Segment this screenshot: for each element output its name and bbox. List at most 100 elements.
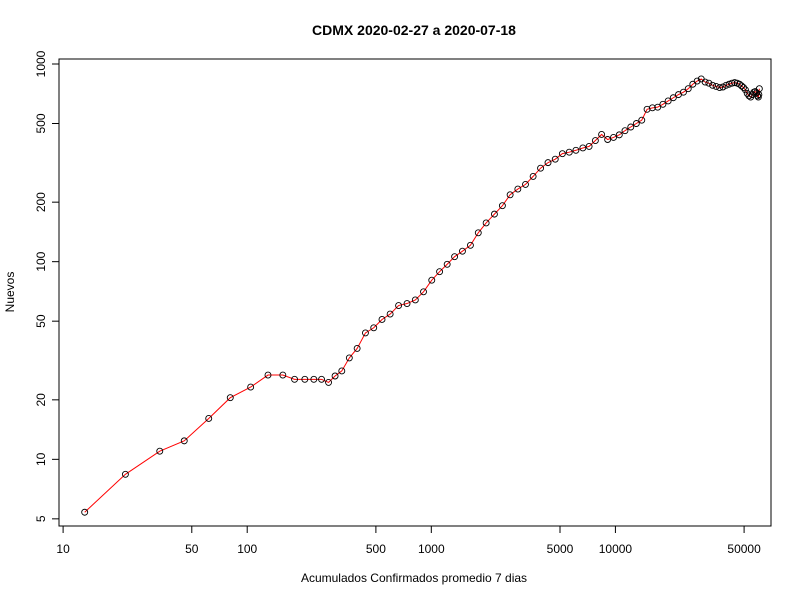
data-point [459, 247, 466, 255]
data-point [451, 253, 459, 261]
data-point [482, 219, 490, 227]
data-point [378, 316, 386, 323]
data-point [740, 84, 747, 92]
data-point [669, 94, 677, 102]
series-line [84, 78, 760, 513]
y-tick-label: 200 [34, 192, 48, 212]
x-tick-label: 10000 [599, 542, 633, 556]
y-tick-label: 20 [34, 393, 48, 407]
x-axis-label: Acumulados Confirmados promedio 7 dias [301, 571, 527, 585]
data-point [693, 77, 701, 85]
series-points [81, 75, 763, 516]
plot-frame [58, 58, 772, 527]
data-point [701, 78, 709, 86]
data-point [81, 508, 89, 516]
data-point [709, 81, 717, 89]
data-point [338, 367, 346, 375]
data-point [738, 82, 746, 90]
data-point [395, 302, 403, 309]
data-point [615, 131, 623, 139]
data-point [537, 164, 545, 172]
data-point [719, 83, 727, 91]
data-point [654, 103, 662, 111]
data-point [420, 288, 427, 296]
data-point [638, 116, 646, 124]
data-point [598, 131, 606, 138]
data-point [604, 136, 612, 143]
data-point [353, 344, 361, 352]
data-point [362, 329, 369, 337]
y-tick-label: 10 [34, 452, 48, 466]
data-point [443, 260, 451, 268]
data-point [121, 470, 129, 478]
data-point [156, 447, 164, 455]
data-point [754, 92, 762, 100]
data-point [466, 241, 474, 249]
data-point [428, 276, 436, 284]
data-point [591, 137, 599, 144]
data-point [247, 383, 255, 391]
data-point [264, 371, 272, 379]
data-point [529, 172, 537, 180]
y-axis-label: Nuevos [3, 272, 17, 313]
data-point [579, 144, 587, 152]
x-tick-label: 1000 [418, 542, 445, 556]
data-point [585, 142, 593, 150]
data-point [226, 394, 234, 402]
data-point [664, 97, 672, 105]
data-point [551, 155, 559, 163]
data-point [291, 375, 299, 383]
data-point [684, 85, 692, 93]
data-point [544, 159, 552, 167]
y-tick-label: 100 [34, 251, 48, 271]
data-point [745, 92, 753, 100]
data-point [345, 354, 353, 362]
data-point [325, 378, 332, 386]
data-point [370, 324, 378, 332]
data-point [722, 81, 730, 89]
data-point [572, 146, 580, 154]
x-axis: 10 50 100 500 1000 5000 10000 50000 [56, 525, 761, 556]
data-point [659, 100, 667, 108]
data-point [474, 229, 482, 237]
x-tick-label: 5000 [547, 542, 574, 556]
data-point [716, 84, 724, 92]
x-tick-label: 50 [185, 542, 199, 556]
data-point [558, 150, 566, 158]
data-point [436, 268, 444, 276]
data-point [301, 375, 309, 383]
data-point [506, 191, 514, 199]
y-tick-label: 1000 [34, 50, 48, 77]
data-point [522, 180, 529, 188]
data-point [490, 210, 498, 218]
data-point [712, 82, 720, 90]
data-point [728, 79, 736, 87]
data-point [180, 437, 188, 445]
data-point [403, 300, 411, 307]
data-point [279, 371, 287, 379]
data-point [610, 134, 617, 141]
x-tick-label: 10 [56, 542, 70, 556]
x-tick-label: 50000 [727, 542, 761, 556]
data-point [205, 415, 213, 422]
data-point [689, 80, 697, 88]
data-point [736, 80, 743, 88]
data-point [632, 120, 640, 127]
data-point [386, 310, 394, 318]
data-point [679, 88, 687, 96]
data-point [705, 79, 713, 87]
data-point [498, 202, 506, 210]
data-point [627, 123, 635, 131]
x-tick-label: 500 [366, 542, 386, 556]
data-point [514, 185, 522, 193]
data-point [318, 375, 325, 383]
data-point [741, 86, 749, 94]
data-point [755, 85, 763, 93]
data-point [310, 375, 318, 383]
y-tick-label: 500 [34, 113, 48, 133]
data-point [621, 127, 629, 135]
chart-title: CDMX 2020-02-27 a 2020-07-18 [312, 22, 516, 38]
data-point [731, 79, 739, 87]
series-polyline [84, 78, 760, 513]
